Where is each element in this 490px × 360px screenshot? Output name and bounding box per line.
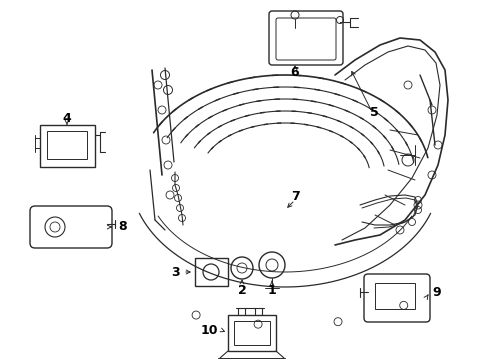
Text: 1: 1 xyxy=(268,284,276,297)
Bar xyxy=(40,125,95,167)
Text: 9: 9 xyxy=(432,285,441,298)
Bar xyxy=(234,321,270,345)
Text: 8: 8 xyxy=(118,220,126,234)
Bar xyxy=(195,258,228,286)
Bar xyxy=(375,283,415,309)
Text: 2: 2 xyxy=(238,284,246,297)
Text: 3: 3 xyxy=(172,266,180,279)
Text: 6: 6 xyxy=(291,66,299,78)
Text: 4: 4 xyxy=(63,112,72,125)
Text: 7: 7 xyxy=(291,189,299,202)
Bar xyxy=(228,315,276,351)
Bar xyxy=(47,131,87,159)
Text: 5: 5 xyxy=(370,105,379,118)
Text: 10: 10 xyxy=(200,324,218,337)
